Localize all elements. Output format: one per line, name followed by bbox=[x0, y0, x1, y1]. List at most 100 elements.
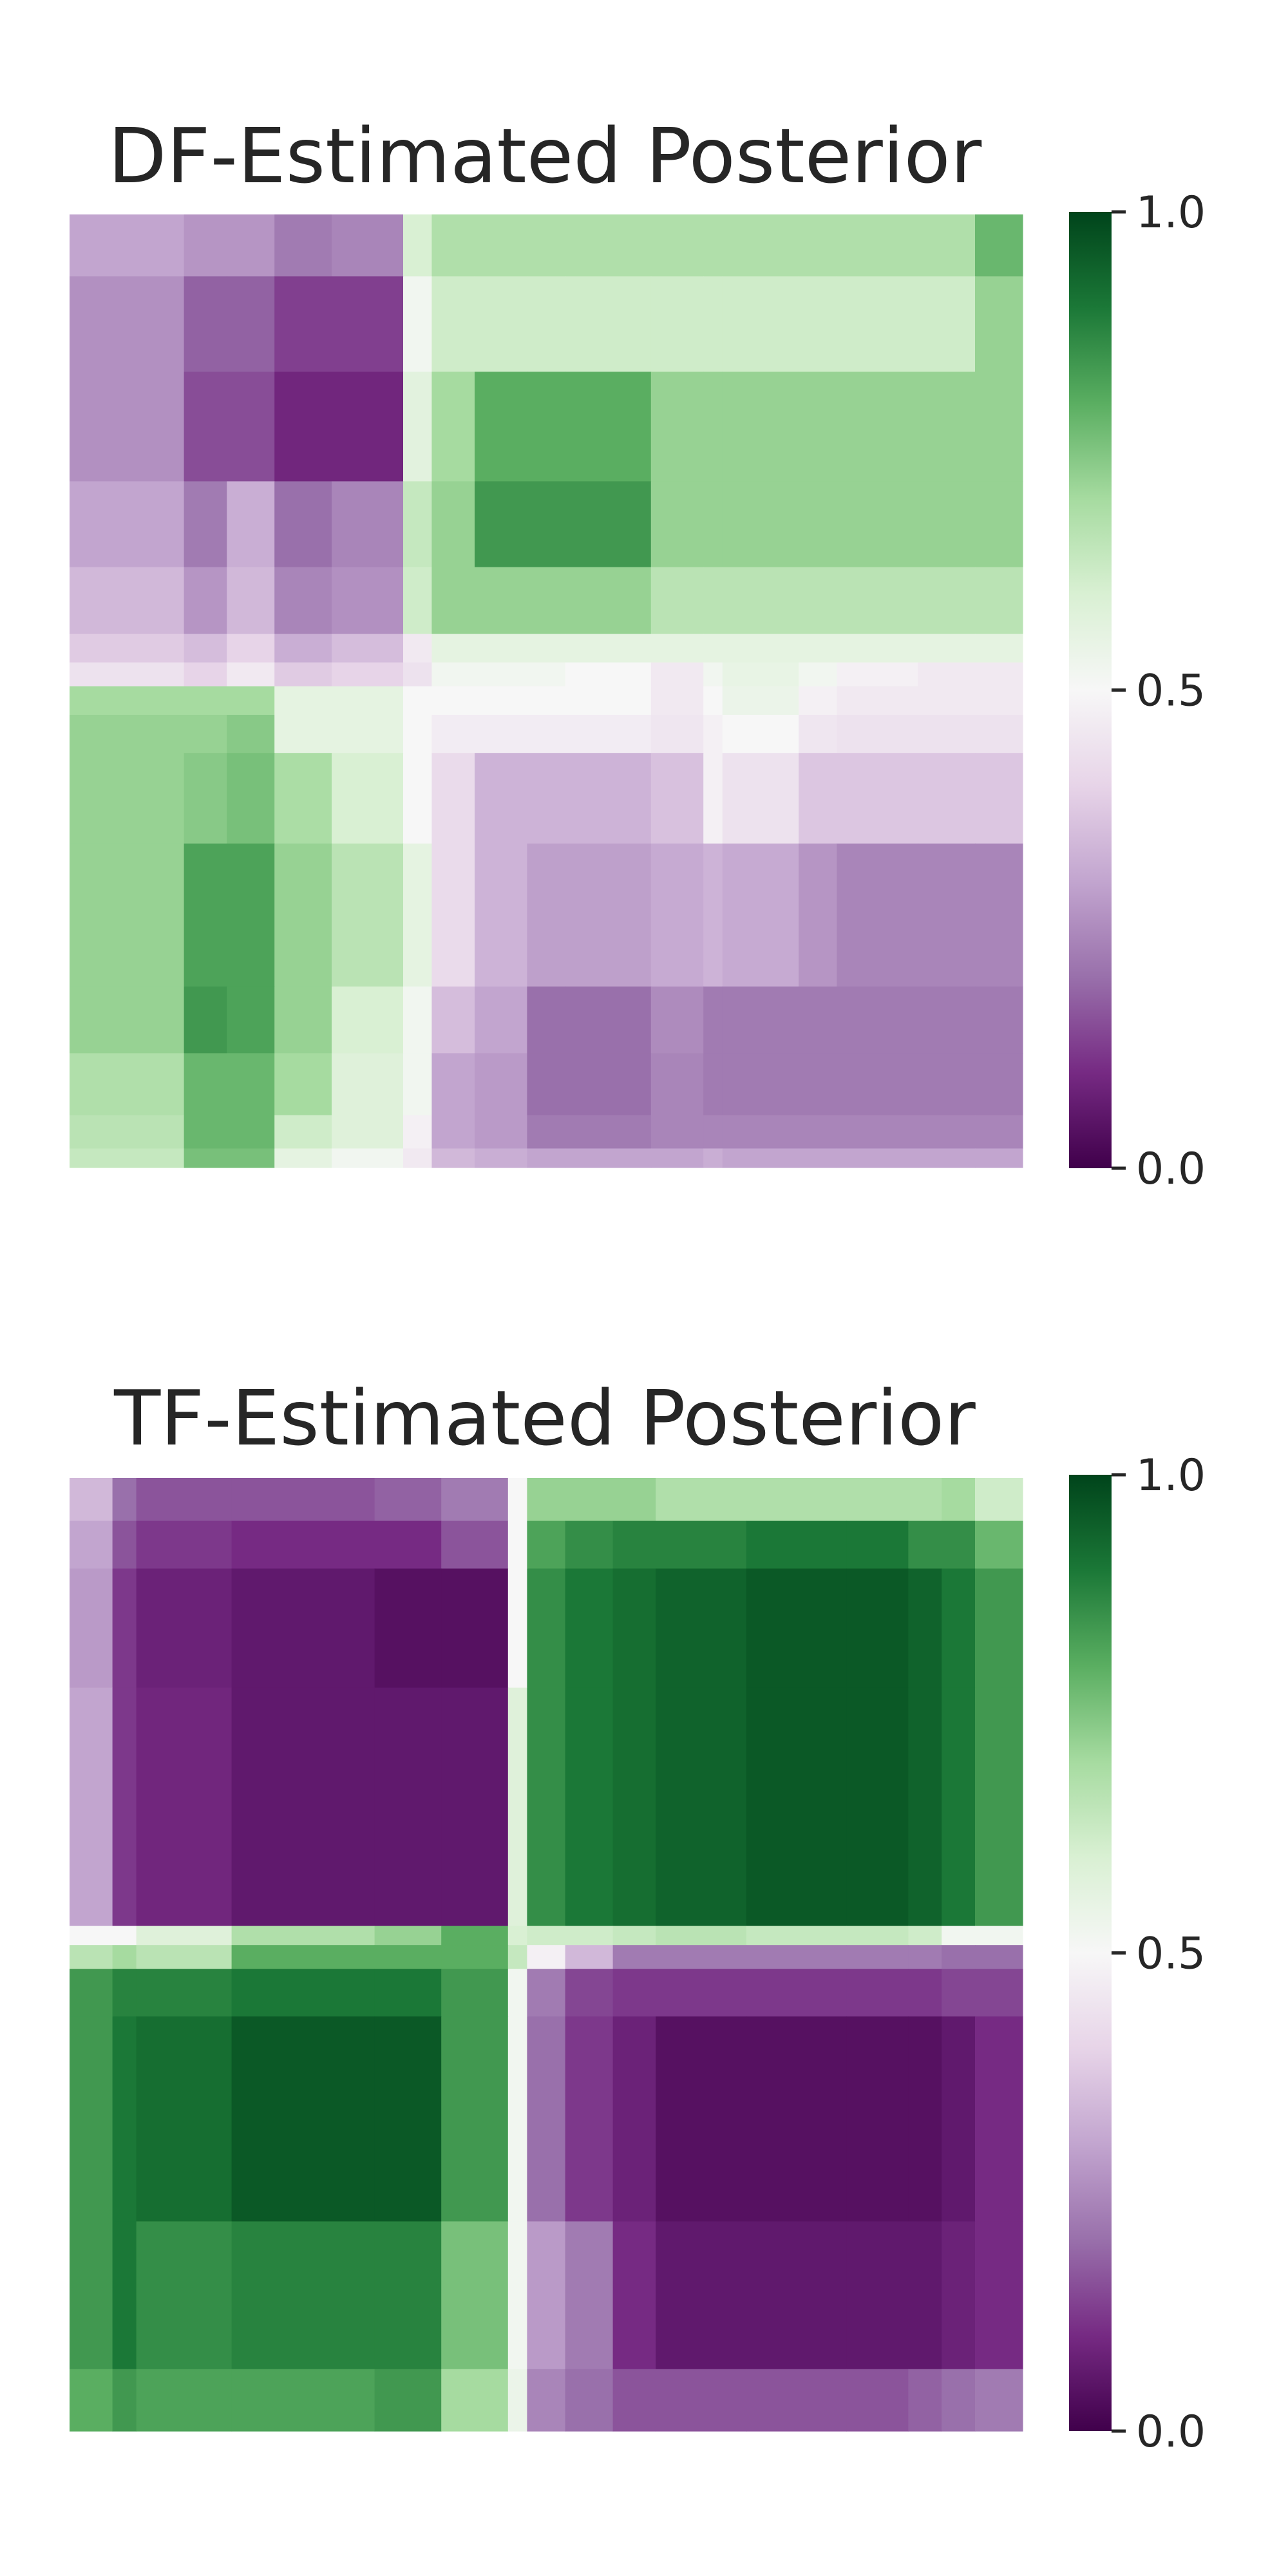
heatmap-cell bbox=[507, 1478, 527, 1522]
heatmap-cell bbox=[975, 567, 1023, 634]
heatmap-cell bbox=[837, 686, 918, 715]
colorbar-tick-label: 1.0 bbox=[1136, 1450, 1206, 1501]
heatmap-cell bbox=[722, 686, 799, 715]
heatmap-cell bbox=[918, 753, 976, 844]
heatmap-cell bbox=[837, 1053, 918, 1116]
heatmap-cell bbox=[184, 753, 227, 844]
heatmap-cell bbox=[746, 2016, 847, 2222]
heatmap-cell bbox=[475, 481, 527, 568]
tf-posterior-panel: TF-Estimated Posterior 0.0 0.5 1.0 bbox=[70, 1374, 1206, 2458]
heatmap-cell bbox=[650, 214, 704, 277]
heatmap-cell bbox=[332, 686, 404, 715]
heatmap-cell bbox=[431, 1053, 475, 1116]
heatmap-cell bbox=[565, 1926, 614, 1946]
heatmap-cell bbox=[403, 1148, 432, 1168]
heatmap-cell bbox=[722, 214, 799, 277]
heatmap-cell bbox=[846, 1568, 909, 1689]
heatmap-cell bbox=[565, 986, 652, 1054]
heatmap-cell bbox=[136, 1969, 232, 2017]
heatmap-cell bbox=[184, 634, 227, 663]
heatmap-cell bbox=[112, 1969, 137, 2017]
heatmap-cell bbox=[184, 276, 227, 372]
heatmap-cell bbox=[431, 715, 475, 753]
heatmap-cell bbox=[942, 2369, 976, 2432]
heatmap-cell bbox=[231, 1687, 375, 1927]
heatmap-cell bbox=[975, 481, 1023, 568]
heatmap-cell bbox=[942, 1926, 976, 1946]
heatmap-cell bbox=[431, 1115, 475, 1149]
heatmap-cell bbox=[227, 715, 275, 753]
heatmap-cell bbox=[431, 372, 475, 482]
heatmap-cell bbox=[274, 753, 332, 844]
heatmap-cell bbox=[184, 986, 227, 1054]
heatmap-cell bbox=[656, 2016, 747, 2222]
heatmap-cell bbox=[942, 1520, 976, 1569]
heatmap-cell bbox=[70, 1687, 113, 1927]
heatmap-cell bbox=[975, 634, 1023, 663]
heatmap-cell bbox=[184, 662, 227, 687]
heatmap-cell bbox=[227, 214, 275, 277]
heatmap-cell bbox=[975, 1969, 1023, 2017]
heatmap-cell bbox=[403, 843, 432, 987]
heatmap-cell bbox=[231, 2016, 375, 2222]
heatmap-cell bbox=[975, 1568, 1023, 1689]
heatmap-cell bbox=[703, 214, 723, 277]
heatmap-cell bbox=[184, 372, 227, 482]
heatmap-cell bbox=[227, 372, 275, 482]
heatmap-cell bbox=[431, 481, 475, 568]
heatmap-cell bbox=[656, 1520, 747, 1569]
heatmap-cell bbox=[475, 662, 527, 687]
heatmap-cell bbox=[650, 715, 704, 753]
heatmap-cell bbox=[184, 1053, 227, 1116]
heatmap-cell bbox=[527, 1926, 566, 1946]
heatmap-cell bbox=[374, 2016, 442, 2222]
heatmap-cell bbox=[975, 662, 1023, 687]
heatmap-cell bbox=[231, 1568, 375, 1689]
heatmap-cell bbox=[441, 1969, 509, 2017]
heatmap-cell bbox=[975, 2221, 1023, 2370]
heatmap-cell bbox=[722, 1053, 799, 1116]
heatmap-cell bbox=[565, 715, 652, 753]
heatmap-cell bbox=[612, 2016, 656, 2222]
heatmap-cell bbox=[112, 2369, 137, 2432]
heatmap-cell bbox=[70, 1053, 185, 1116]
heatmap-cell bbox=[799, 481, 837, 568]
heatmap-cell bbox=[918, 843, 976, 987]
heatmap-cell bbox=[112, 2221, 137, 2370]
heatmap-cell bbox=[908, 2221, 942, 2370]
heatmap-cell bbox=[403, 686, 432, 715]
heatmap-cell bbox=[431, 753, 475, 844]
heatmap-cell bbox=[136, 2369, 232, 2432]
heatmap-cell bbox=[475, 986, 527, 1054]
heatmap-cell bbox=[799, 686, 837, 715]
heatmap-cell bbox=[527, 2221, 566, 2370]
heatmap-cell bbox=[70, 1148, 185, 1168]
heatmap-cell bbox=[975, 214, 1023, 277]
heatmap-cell bbox=[703, 986, 723, 1054]
heatmap-cell bbox=[475, 1148, 527, 1168]
heatmap-cell bbox=[184, 481, 227, 568]
heatmap-cell bbox=[565, 1148, 652, 1168]
heatmap-cell bbox=[441, 2221, 509, 2370]
heatmap-cell bbox=[975, 686, 1023, 715]
heatmap-cell bbox=[746, 1568, 847, 1689]
heatmap-cell bbox=[799, 715, 837, 753]
heatmap-cell bbox=[565, 372, 652, 482]
heatmap-cell bbox=[431, 986, 475, 1054]
heatmap-cell bbox=[942, 1478, 976, 1522]
heatmap-cell bbox=[475, 753, 527, 844]
heatmap-cell bbox=[507, 1568, 527, 1689]
heatmap-cell bbox=[227, 567, 275, 634]
heatmap-cell bbox=[650, 843, 704, 987]
heatmap-cell bbox=[703, 843, 723, 987]
heatmap-cell bbox=[431, 843, 475, 987]
heatmap-cell bbox=[403, 481, 432, 568]
heatmap-cell bbox=[70, 715, 185, 753]
heatmap-cell bbox=[612, 1478, 656, 1522]
heatmap-cell bbox=[722, 1115, 799, 1149]
heatmap-cell bbox=[975, 986, 1023, 1054]
heatmap-cell bbox=[799, 567, 837, 634]
heatmap-cell bbox=[112, 1945, 137, 1969]
heatmap-cell bbox=[746, 2369, 847, 2432]
heatmap-cell bbox=[403, 715, 432, 753]
